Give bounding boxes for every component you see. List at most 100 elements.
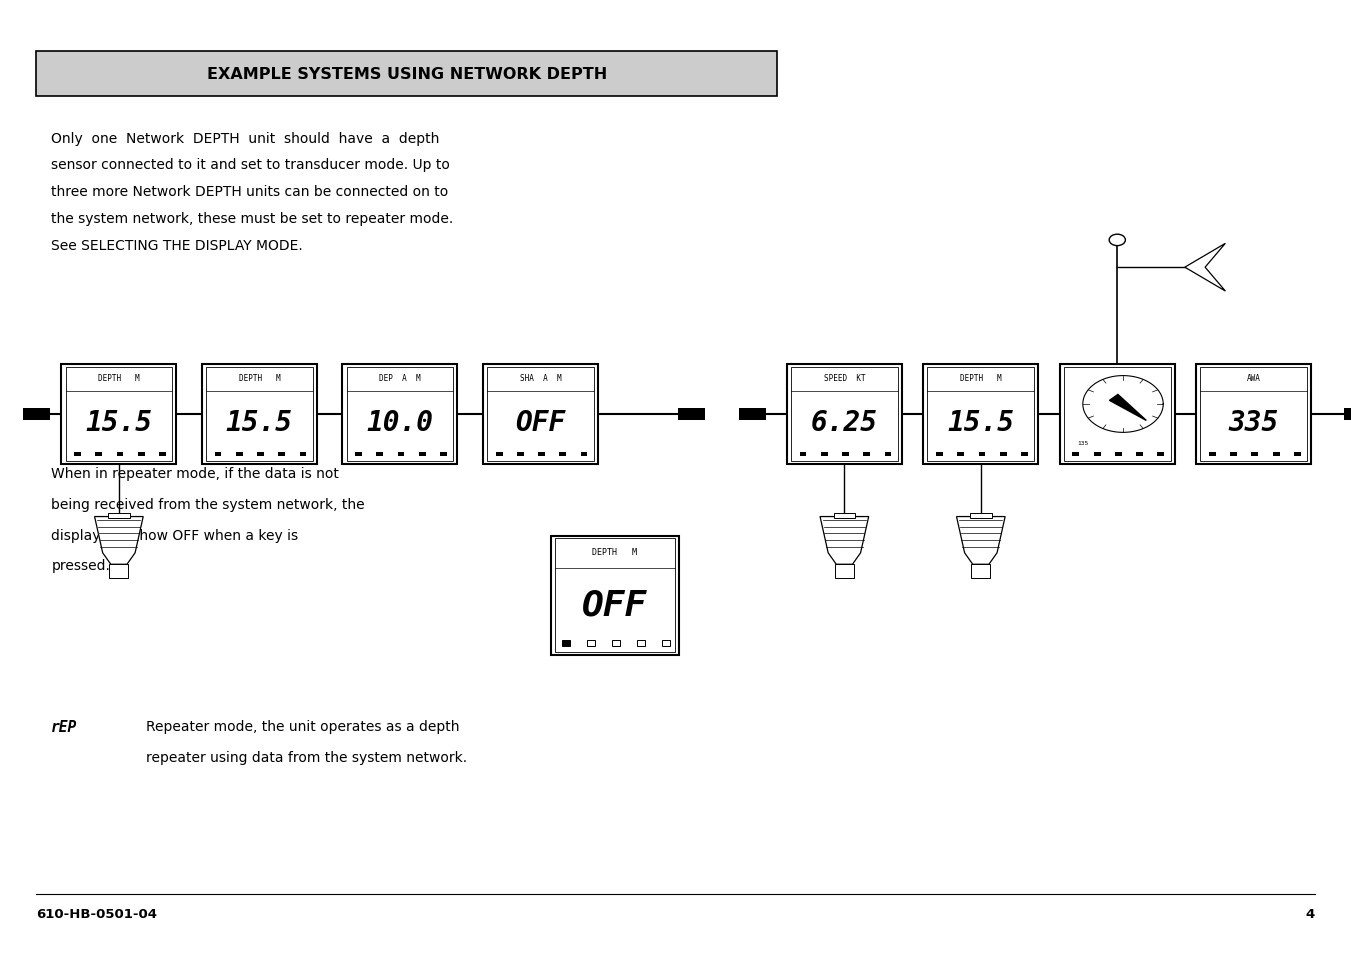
Text: 15.5: 15.5 (947, 409, 1015, 436)
Text: SHA  A  M: SHA A M (520, 374, 561, 382)
Bar (201, 365, 316, 465)
Text: DEPTH   M: DEPTH M (961, 374, 1001, 382)
Bar (800, 452, 807, 457)
Text: AWA: AWA (1247, 374, 1260, 382)
Polygon shape (1109, 395, 1146, 421)
Bar (638, 640, 644, 646)
Text: 610-HB-0501-04: 610-HB-0501-04 (36, 907, 158, 921)
Bar (484, 365, 598, 465)
Bar (300, 452, 307, 457)
Bar (488, 368, 594, 462)
Text: 4: 4 (1305, 907, 1315, 921)
Bar (1115, 452, 1121, 457)
Bar (1201, 368, 1308, 462)
Polygon shape (95, 517, 143, 564)
Bar (842, 452, 848, 457)
Text: 15.5: 15.5 (85, 409, 153, 436)
Bar (1158, 452, 1165, 457)
Bar (1251, 452, 1258, 457)
Text: 6.25: 6.25 (811, 409, 878, 436)
Polygon shape (820, 517, 869, 564)
Bar (538, 452, 544, 457)
Bar (346, 368, 453, 462)
Bar (821, 452, 828, 457)
Bar (863, 452, 870, 457)
Bar (116, 452, 123, 457)
Bar (739, 409, 766, 420)
Bar (236, 452, 243, 457)
Bar (551, 536, 680, 656)
Bar (1231, 452, 1238, 457)
Bar (1294, 452, 1301, 457)
Text: OFF: OFF (515, 409, 566, 436)
Bar (1094, 452, 1101, 457)
Bar (924, 365, 1038, 465)
Bar (1197, 365, 1310, 465)
Bar (1021, 452, 1028, 457)
Bar (23, 409, 50, 420)
Text: 15.5: 15.5 (226, 409, 293, 436)
Text: the system network, these must be set to repeater mode.: the system network, these must be set to… (51, 212, 454, 226)
Text: 10.0: 10.0 (366, 409, 434, 436)
Text: three more Network DEPTH units can be connected on to: three more Network DEPTH units can be co… (51, 185, 449, 199)
Bar (1059, 365, 1175, 465)
Bar (835, 564, 854, 578)
Text: EXAMPLE SYSTEMS USING NETWORK DEPTH: EXAMPLE SYSTEMS USING NETWORK DEPTH (207, 67, 607, 82)
Text: rEP: rEP (51, 720, 77, 735)
Text: repeater using data from the system network.: repeater using data from the system netw… (146, 750, 467, 764)
Bar (559, 452, 566, 457)
Text: 135: 135 (1077, 440, 1089, 445)
Text: DEPTH   M: DEPTH M (592, 548, 638, 557)
Bar (927, 368, 1035, 462)
Bar (1063, 368, 1170, 462)
Bar (678, 409, 705, 420)
Bar (61, 365, 176, 465)
Bar (74, 452, 81, 457)
Text: display will show OFF when a key is: display will show OFF when a key is (51, 528, 299, 542)
Text: Repeater mode, the unit operates as a depth: Repeater mode, the unit operates as a de… (146, 720, 459, 734)
Bar (885, 452, 892, 457)
Bar (1273, 452, 1279, 457)
Bar (205, 368, 312, 462)
Bar (662, 640, 670, 646)
Bar (970, 514, 992, 519)
Bar (108, 514, 130, 519)
Polygon shape (957, 517, 1005, 564)
Bar (612, 640, 620, 646)
Bar (343, 365, 457, 465)
Text: Only  one  Network  DEPTH  unit  should  have  a  depth: Only one Network DEPTH unit should have … (51, 132, 439, 146)
Text: SPEED  KT: SPEED KT (824, 374, 865, 382)
Text: OFF: OFF (582, 588, 647, 622)
Text: pressed.: pressed. (51, 558, 111, 573)
Bar (159, 452, 166, 457)
Text: being received from the system network, the: being received from the system network, … (51, 497, 365, 512)
Text: DEPTH   M: DEPTH M (239, 374, 280, 382)
Circle shape (1109, 235, 1125, 247)
Bar (278, 452, 285, 457)
Bar (377, 452, 384, 457)
Bar (138, 452, 145, 457)
Bar (790, 368, 897, 462)
Text: sensor connected to it and set to transducer mode. Up to: sensor connected to it and set to transd… (51, 158, 450, 172)
Bar (581, 452, 588, 457)
Text: When in repeater mode, if the data is not: When in repeater mode, if the data is no… (51, 467, 339, 481)
Bar (971, 564, 990, 578)
Bar (1209, 452, 1216, 457)
Bar (419, 452, 426, 457)
Text: See SELECTING THE DISPLAY MODE.: See SELECTING THE DISPLAY MODE. (51, 238, 303, 253)
Bar (1344, 409, 1351, 420)
Bar (440, 452, 447, 457)
Bar (834, 514, 855, 519)
Bar (397, 452, 404, 457)
Text: DEP  A  M: DEP A M (380, 374, 420, 382)
Bar (786, 365, 901, 465)
Bar (1000, 452, 1006, 457)
Bar (257, 452, 263, 457)
Bar (496, 452, 503, 457)
Bar (1073, 452, 1079, 457)
Bar (109, 564, 128, 578)
Bar (588, 640, 594, 646)
Text: DEPTH   M: DEPTH M (99, 374, 139, 382)
Bar (517, 452, 524, 457)
Bar (936, 452, 943, 457)
